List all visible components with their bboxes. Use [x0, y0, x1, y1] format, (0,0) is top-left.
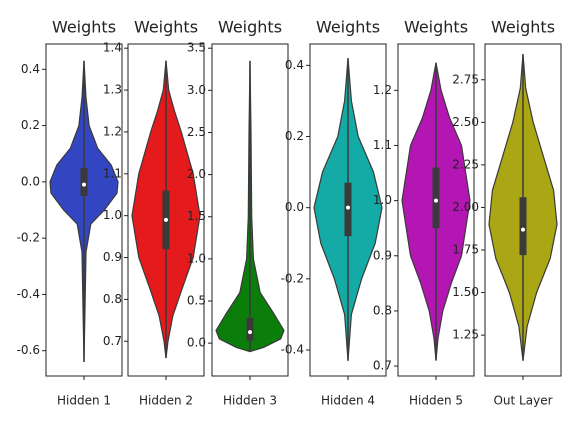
median [82, 182, 86, 187]
median [248, 330, 252, 335]
y-tick-label: -0.4 [17, 287, 40, 301]
y-tick-label: 0.7 [373, 359, 392, 373]
y-tick-label: 0.0 [21, 174, 40, 188]
subplot-title: Weights [404, 18, 468, 37]
subplot-title: Weights [134, 18, 198, 37]
y-tick-label: 1.2 [373, 83, 392, 97]
x-tick-label: Out Layer [493, 394, 552, 408]
y-tick-label: 1.1 [103, 166, 122, 180]
subplot-title: Weights [52, 18, 116, 37]
y-tick-label: 1.1 [373, 138, 392, 152]
x-tick-label: Hidden 1 [57, 394, 111, 408]
y-tick-label: 0.4 [285, 58, 304, 72]
y-tick-label: -0.2 [281, 271, 304, 285]
axes-frame [45, 43, 123, 377]
y-tick-label: 0.0 [285, 200, 304, 214]
y-tick-label: -0.6 [17, 343, 40, 357]
y-tick-label: 2.50 [452, 115, 479, 129]
y-tick-label: 2.0 [187, 167, 206, 181]
y-tick-label: 0.2 [21, 118, 40, 132]
y-tick-label: 1.3 [103, 83, 122, 97]
y-tick-label: 0.9 [103, 250, 122, 264]
axes-frame [484, 43, 562, 377]
box [432, 167, 440, 229]
axes-frame [211, 43, 289, 377]
y-tick-label: 2.00 [452, 200, 479, 214]
box [80, 167, 88, 196]
median [521, 227, 525, 232]
box [246, 317, 254, 341]
y-tick-label: 0.9 [373, 248, 392, 262]
subplot-title: Weights [218, 18, 282, 37]
y-tick-label: 0.4 [21, 62, 40, 76]
y-tick-label: 2.25 [452, 157, 479, 171]
y-tick-label: 2.5 [187, 125, 206, 139]
y-tick-label: 1.50 [452, 285, 479, 299]
y-tick-label: 0.5 [187, 294, 206, 308]
median [346, 205, 350, 210]
y-tick-label: 0.8 [103, 292, 122, 306]
box [519, 197, 527, 256]
y-tick-label: -0.4 [281, 343, 304, 357]
x-tick-label: Hidden 2 [139, 394, 193, 408]
y-tick-label: 3.5 [187, 41, 206, 55]
median [164, 217, 168, 222]
y-tick-label: 0.7 [103, 334, 122, 348]
median [434, 198, 438, 203]
y-tick-label: 3.0 [187, 83, 206, 97]
axes-frame [127, 43, 205, 377]
y-tick-label: 1.0 [103, 208, 122, 222]
y-tick-label: 1.4 [103, 41, 122, 55]
x-tick-label: Hidden 4 [321, 394, 375, 408]
y-tick-label: 0.2 [285, 129, 304, 143]
x-tick-label: Hidden 5 [409, 394, 463, 408]
y-tick-label: 1.0 [187, 251, 206, 265]
subplot-title: Weights [491, 18, 555, 37]
y-tick-label: 1.5 [187, 209, 206, 223]
y-tick-label: 2.75 [452, 72, 479, 86]
y-tick-label: -0.2 [17, 231, 40, 245]
y-tick-label: 1.75 [452, 243, 479, 257]
axes-frame [397, 43, 475, 377]
x-tick-label: Hidden 3 [223, 394, 277, 408]
subplot-title: Weights [316, 18, 380, 37]
axes-frame [309, 43, 387, 377]
y-tick-label: 0.8 [373, 303, 392, 317]
y-tick-label: 0.0 [187, 336, 206, 350]
y-tick-label: 1.0 [373, 193, 392, 207]
y-tick-label: 1.2 [103, 124, 122, 138]
y-tick-label: 1.25 [452, 328, 479, 342]
